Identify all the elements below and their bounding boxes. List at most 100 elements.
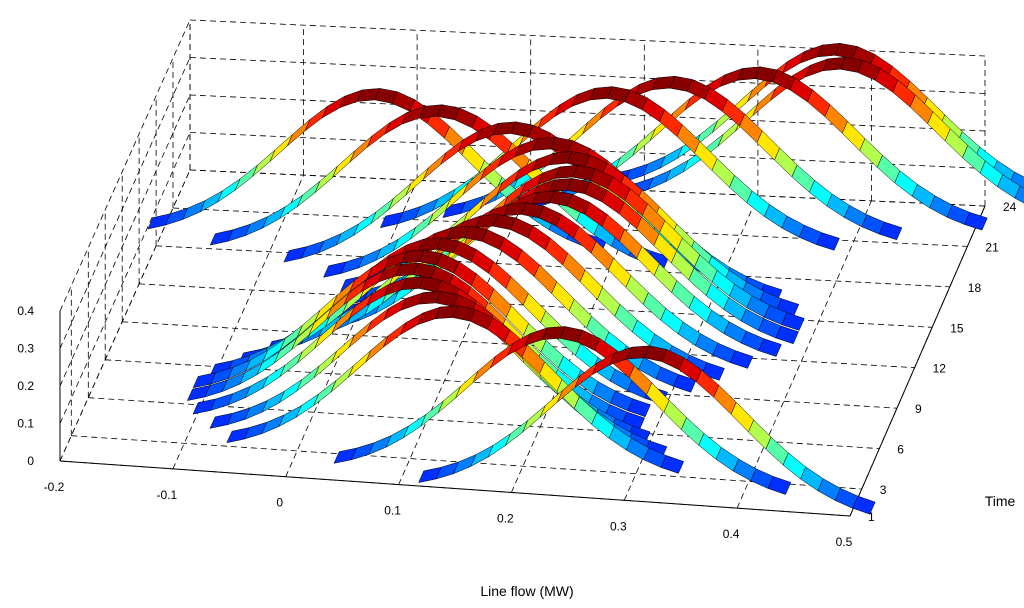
- surface-facet: [331, 335, 355, 363]
- surface-facet: [536, 103, 561, 131]
- surface-facet: [487, 433, 512, 458]
- surface-facet: [402, 413, 427, 439]
- surface-facet: [455, 370, 479, 399]
- y-tick-label: 3: [880, 483, 887, 497]
- floor-grid-line-x: [285, 180, 418, 477]
- surface-facet: [582, 107, 606, 135]
- surface-facet: [297, 181, 321, 207]
- back-wall-grid-line-z: [189, 169, 986, 207]
- surface-facet: [365, 335, 389, 363]
- surface-facet: [252, 149, 276, 177]
- y-tick-label: 1: [868, 510, 875, 524]
- left-wall-grid-line-z: [59, 57, 191, 349]
- x-axis-line: [59, 460, 851, 517]
- surface-ribbon-time-3: [226, 305, 685, 474]
- x-tick-label: 0.2: [497, 511, 514, 525]
- surface-facet: [348, 350, 372, 378]
- surface-facet: [279, 194, 304, 220]
- surface-facet: [287, 119, 311, 147]
- surface-facet: [269, 134, 293, 162]
- surface-facet: [852, 495, 876, 515]
- surface-facet: [332, 150, 356, 178]
- surface-layer: [147, 43, 1024, 515]
- surface-facet: [816, 232, 840, 251]
- z-tick-label: 0: [27, 454, 34, 468]
- surface-facet: [330, 365, 354, 393]
- surface-ribbon-time-21: [442, 75, 903, 241]
- surface-facet: [366, 121, 391, 149]
- surface-facet: [437, 386, 461, 413]
- surface-facet: [420, 400, 444, 427]
- surface-facet: [615, 143, 639, 170]
- grid-layer: [59, 19, 986, 517]
- floor-grid-line-y: [71, 435, 862, 490]
- floor-grid-line-x: [172, 174, 304, 470]
- left-wall-grid-line-z: [59, 132, 191, 424]
- surface-facet: [314, 166, 338, 193]
- tick-layer: -0.2 -0.1 0 0.1 0.2 0.3 0.4 0.5 13 6 9 12 15 18 21 24 0 0…: [17, 200, 1016, 549]
- floor-grid-line-x: [398, 185, 532, 485]
- y-axis-title: Time: [985, 493, 1016, 509]
- y-tick-label: 12: [933, 362, 947, 376]
- surface-facet: [405, 167, 429, 195]
- x-tick-label: 0.5: [836, 535, 853, 549]
- surface-facet: [673, 374, 697, 393]
- surface-facet: [313, 380, 337, 406]
- surface-facet: [767, 476, 792, 495]
- y-axis-line: [849, 205, 986, 517]
- surface-ribbon-time-1: [418, 345, 876, 515]
- surface-ribbon-time-2: [333, 326, 792, 495]
- surface-facet: [217, 178, 241, 203]
- surface-facet: [660, 455, 685, 474]
- surface-facet: [729, 350, 754, 369]
- z-tick-label: 0.2: [17, 379, 34, 393]
- floor-grid-line-y: [122, 321, 915, 369]
- surface-facet: [781, 312, 805, 331]
- y-tick-label: 21: [985, 240, 999, 254]
- x-tick-label: 0.1: [384, 504, 401, 518]
- surface-facet: [539, 390, 563, 418]
- z-tick-label: 0.4: [17, 304, 34, 318]
- left-wall-grid-line-z: [59, 94, 191, 387]
- back-wall-grid-line-z: [189, 57, 986, 94]
- y-tick-label: 24: [1003, 200, 1017, 214]
- surface-facet: [304, 105, 329, 132]
- surface-facet: [878, 221, 903, 241]
- back-wall-grid-line-z: [189, 94, 986, 132]
- surface-facet: [382, 322, 407, 349]
- x-tick-label: 0: [276, 496, 283, 510]
- surface-facet: [489, 342, 514, 369]
- surface-facet: [388, 183, 412, 210]
- surface-facet: [353, 211, 377, 237]
- surface-facet: [472, 356, 496, 383]
- surface-facet: [423, 152, 447, 180]
- surface-facet: [758, 338, 782, 357]
- z-tick-label: 0.3: [17, 342, 34, 356]
- y-tick-label: 6: [897, 443, 904, 457]
- surface-facet: [1014, 185, 1024, 204]
- surface-facet: [505, 420, 529, 446]
- y-tick-label: 18: [968, 281, 982, 295]
- y-tick-label: 15: [950, 321, 964, 335]
- surface-facet: [522, 405, 546, 433]
- surface-facet: [278, 378, 303, 404]
- y-tick-label: 9: [915, 402, 922, 416]
- x-tick-label: 0.3: [610, 519, 627, 533]
- floor-grid-line-x: [736, 200, 872, 509]
- surface-facet: [632, 128, 656, 156]
- surface-facet: [348, 321, 372, 348]
- x-tick-label: -0.1: [157, 488, 178, 502]
- surface-ribbon-time-7: [192, 249, 651, 418]
- surface-facet: [295, 393, 320, 418]
- left-wall-grid-line-z: [59, 19, 191, 312]
- surface-facet: [234, 164, 258, 191]
- x-axis-title: Line flow (MW): [480, 583, 573, 599]
- x-tick-label: 0.4: [723, 527, 740, 541]
- x-tick-label: -0.2: [44, 480, 65, 494]
- surface-facet: [964, 212, 988, 231]
- surface-facet: [627, 398, 651, 418]
- surface-facet: [296, 365, 320, 392]
- z-tick-label: 0.1: [17, 417, 34, 431]
